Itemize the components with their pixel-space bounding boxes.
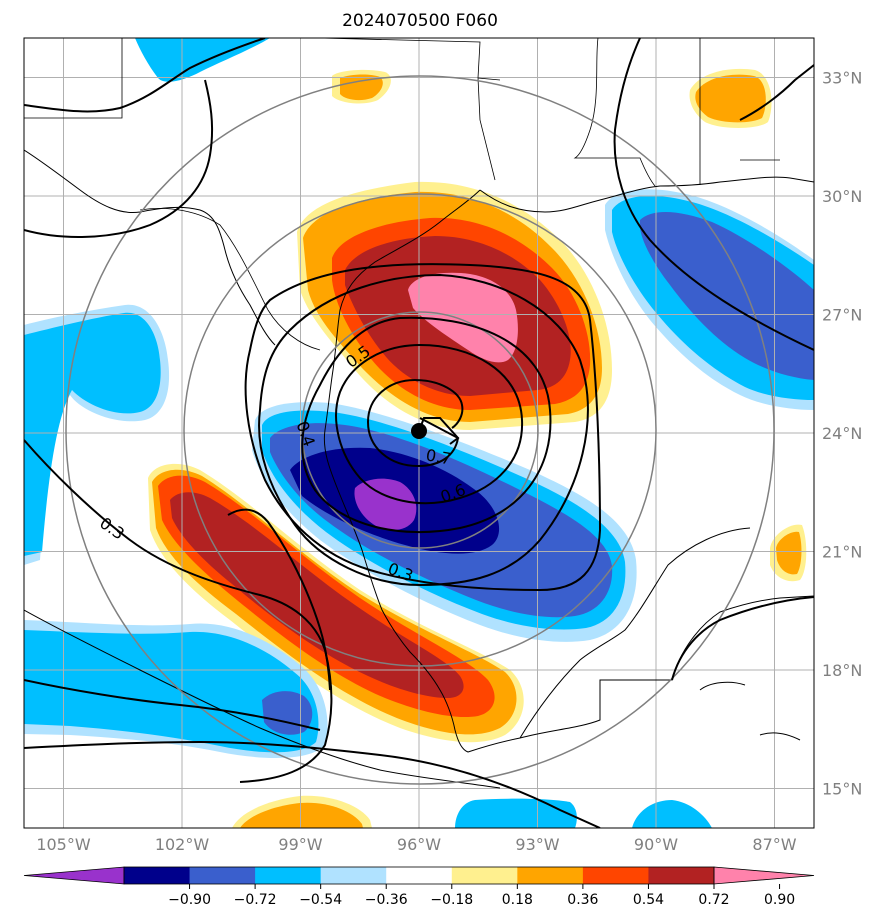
colorbar-tick-label: −0.72 bbox=[234, 892, 277, 908]
colorbar-segment bbox=[124, 867, 191, 884]
contour-line-northeast bbox=[739, 64, 814, 121]
shade-pos-ne-036 bbox=[695, 74, 766, 123]
shade-neg-bottom-east-036 bbox=[632, 800, 712, 828]
x-tick-label: 102°W bbox=[155, 835, 210, 854]
range-ring-2 bbox=[183, 193, 657, 667]
shade-neg-east-054 bbox=[640, 211, 814, 380]
contour-03 bbox=[244, 263, 602, 592]
x-tick-label: 96°W bbox=[397, 835, 441, 854]
track-hook bbox=[418, 417, 460, 445]
colorbar-segment bbox=[451, 867, 518, 884]
contour-line-southeast bbox=[671, 596, 814, 681]
contour-04 bbox=[258, 273, 589, 587]
cuba-outline bbox=[699, 681, 801, 741]
shade-neg-south-peak bbox=[354, 478, 417, 530]
baja-outline bbox=[24, 149, 276, 346]
shade-pos-sw-072 bbox=[170, 492, 464, 698]
colorbar-tick-label: 0.18 bbox=[502, 892, 533, 908]
range-ring-1 bbox=[301, 311, 539, 549]
y-tick-label: 30°N bbox=[822, 187, 862, 206]
mexico-gulf-coast bbox=[519, 527, 751, 739]
contour-lines bbox=[24, 38, 814, 828]
colorbar-tick-label: 0.90 bbox=[764, 892, 795, 908]
y-tick-label: 18°N bbox=[822, 661, 862, 680]
graticule bbox=[24, 38, 814, 828]
range-ring-3 bbox=[65, 75, 775, 785]
colorbar-segment bbox=[582, 867, 649, 884]
x-axis-ticks: 105°W 102°W 99°W 96°W 93°W 90°W 87°W bbox=[36, 835, 796, 854]
contour-line-northwest bbox=[24, 79, 214, 238]
shade-pos-n-036 bbox=[340, 74, 383, 101]
colorbar-segment bbox=[320, 867, 387, 884]
shade-pos-bottom-036 bbox=[240, 802, 363, 828]
colorbar-segment bbox=[189, 867, 256, 884]
x-tick-label: 105°W bbox=[36, 835, 91, 854]
chart-title: 2024070500 F060 bbox=[342, 11, 498, 31]
colorbar-segment bbox=[386, 867, 453, 884]
contour-07 bbox=[366, 378, 464, 468]
contour-label-07: 0.7 bbox=[424, 445, 452, 468]
colorbar-tick-label: −0.90 bbox=[168, 892, 211, 908]
x-tick-label: 90°W bbox=[634, 835, 678, 854]
colorbar-tick-label: −0.54 bbox=[299, 892, 342, 908]
range-rings bbox=[65, 75, 775, 785]
state-lines bbox=[319, 38, 780, 187]
x-tick-label: 93°W bbox=[515, 835, 559, 854]
colorbar-tick-label: −0.36 bbox=[365, 892, 408, 908]
y-tick-label: 27°N bbox=[822, 306, 862, 325]
contour-line-east bbox=[613, 38, 814, 351]
y-axis-ticks: 15°N 18°N 21°N 24°N 27°N 30°N 33°N bbox=[822, 69, 862, 799]
contour-line-north bbox=[24, 38, 266, 113]
contour-03-sw bbox=[227, 508, 331, 691]
colorbar-extend-high bbox=[713, 866, 815, 885]
mexico-pacific-coast bbox=[24, 609, 501, 789]
map-frame bbox=[23, 37, 815, 829]
y-tick-label: 24°N bbox=[822, 424, 862, 443]
colorbar-tick-label: 0.54 bbox=[633, 892, 664, 908]
colorbar-tick-label: 0.36 bbox=[567, 892, 598, 908]
map-area: 0.5 0.4 0.7 0.6 0.3 0.3 bbox=[24, 38, 814, 828]
colorbar-segment bbox=[648, 867, 715, 884]
colorbar-frame bbox=[123, 866, 715, 885]
y-tick-label: 33°N bbox=[822, 69, 862, 88]
contour-line-south bbox=[24, 679, 601, 828]
shade-neg-sw-054 bbox=[262, 691, 313, 735]
colorbar-segment bbox=[255, 867, 322, 884]
shade-pos-north-peak bbox=[408, 272, 518, 363]
shade-neg-sw-036 bbox=[24, 630, 319, 753]
x-tick-label: 99°W bbox=[278, 835, 322, 854]
shade-neg-west-036 bbox=[24, 312, 161, 556]
louisiana-coast bbox=[479, 176, 814, 213]
shade-neg-bottom-036 bbox=[455, 798, 577, 828]
y-tick-label: 21°N bbox=[822, 543, 862, 562]
contour-03-west bbox=[24, 439, 333, 783]
us-mexico-border bbox=[24, 38, 321, 351]
colorbar: −0.90 −0.72 −0.54 −0.36 −0.18 0.18 0.36 0.54 0.7… bbox=[23, 866, 815, 908]
colorbar-segment bbox=[517, 867, 584, 884]
colorbar-extend-low bbox=[23, 866, 125, 885]
contour-06 bbox=[335, 343, 524, 505]
contour-05 bbox=[301, 316, 552, 534]
shade-pos-e-036 bbox=[776, 531, 802, 575]
colorbar-tick-label: −0.18 bbox=[430, 892, 473, 908]
colorbar-tick-label: 0.72 bbox=[698, 892, 729, 908]
x-tick-label: 87°W bbox=[752, 835, 796, 854]
y-tick-label: 15°N bbox=[822, 780, 862, 799]
